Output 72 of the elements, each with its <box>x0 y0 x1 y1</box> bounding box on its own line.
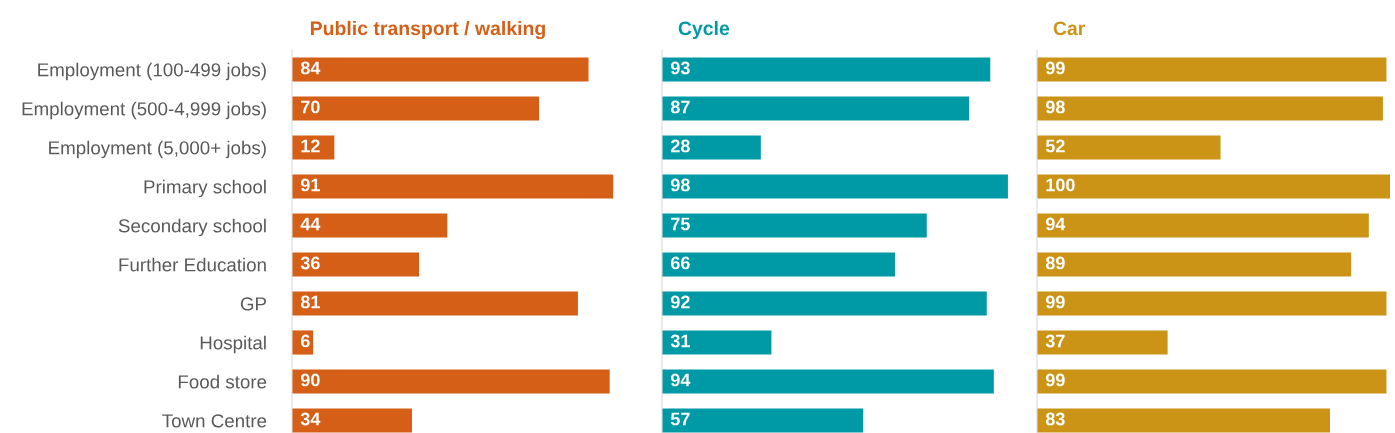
y-tick-label: Town Centre <box>162 414 267 428</box>
data-label: 66 <box>670 256 690 270</box>
bar <box>1037 369 1387 394</box>
data-label: 98 <box>670 178 690 192</box>
bar <box>1037 213 1369 238</box>
data-label: 34 <box>300 412 321 426</box>
bar <box>662 57 991 82</box>
bar <box>662 252 895 277</box>
y-tick-label: GP <box>240 297 267 311</box>
bar <box>1037 174 1390 199</box>
bar <box>1037 408 1330 433</box>
data-label: 94 <box>670 373 691 387</box>
y-tick-label: Primary school <box>144 179 266 198</box>
bar <box>662 135 761 160</box>
y-tick-label: Secondary school <box>118 218 266 237</box>
data-label: 99 <box>1045 373 1065 387</box>
data-label: 70 <box>301 100 320 114</box>
y-tick-label: Employment (5,000+ jobs) <box>49 140 266 159</box>
bar <box>292 252 420 277</box>
data-label: 83 <box>1045 412 1065 426</box>
data-label: 89 <box>1045 256 1065 270</box>
y-tick-label: Further Education <box>119 257 266 272</box>
bar <box>1037 135 1221 160</box>
chart-title: Cycle <box>678 20 730 40</box>
data-label: 57 <box>670 412 690 426</box>
bar <box>1037 252 1352 277</box>
bar <box>292 369 610 394</box>
bar <box>292 57 589 82</box>
data-label: 92 <box>670 295 690 309</box>
data-label: 36 <box>300 256 320 270</box>
chart-title: Car <box>1053 21 1086 36</box>
y-tick-label: Employment (100-499 jobs) <box>38 62 266 81</box>
bar <box>662 213 927 238</box>
bar <box>1037 330 1168 355</box>
data-label: 93 <box>670 61 690 75</box>
bar <box>292 174 614 199</box>
data-label: 28 <box>670 139 690 153</box>
bar <box>292 408 413 433</box>
bar <box>662 330 772 355</box>
data-label: 31 <box>670 334 690 348</box>
bar <box>1037 291 1387 316</box>
data-label: 100 <box>1046 178 1075 192</box>
bar <box>1037 96 1383 121</box>
data-label: 81 <box>300 295 320 309</box>
chart-title: Public transport / walking <box>310 20 545 40</box>
data-label: 12 <box>301 139 320 153</box>
bar <box>662 96 970 121</box>
bar <box>662 369 994 394</box>
data-label: 91 <box>300 178 320 192</box>
y-tick-label: Food store <box>178 374 267 389</box>
data-label: 84 <box>300 61 321 75</box>
data-label: 94 <box>1045 217 1066 231</box>
bar <box>662 408 864 433</box>
y-tick-label: Hospital <box>200 335 266 354</box>
bar <box>662 291 987 316</box>
data-label: 44 <box>300 217 321 231</box>
y-tick-label: Employment (500-4,999 jobs) <box>22 101 266 120</box>
bar <box>662 174 1008 199</box>
bar <box>292 96 540 121</box>
data-label: 52 <box>1045 139 1065 153</box>
data-label: 75 <box>671 217 690 231</box>
data-label: 99 <box>1045 61 1065 75</box>
bar <box>1037 57 1387 82</box>
data-label: 98 <box>1045 100 1065 114</box>
data-label: 99 <box>1045 295 1065 309</box>
bar <box>292 213 448 238</box>
bar <box>292 135 335 160</box>
bar <box>292 291 578 316</box>
data-label: 87 <box>670 100 690 114</box>
data-label: 90 <box>300 373 320 387</box>
data-label: 6 <box>300 334 310 348</box>
data-label: 37 <box>1045 334 1065 348</box>
